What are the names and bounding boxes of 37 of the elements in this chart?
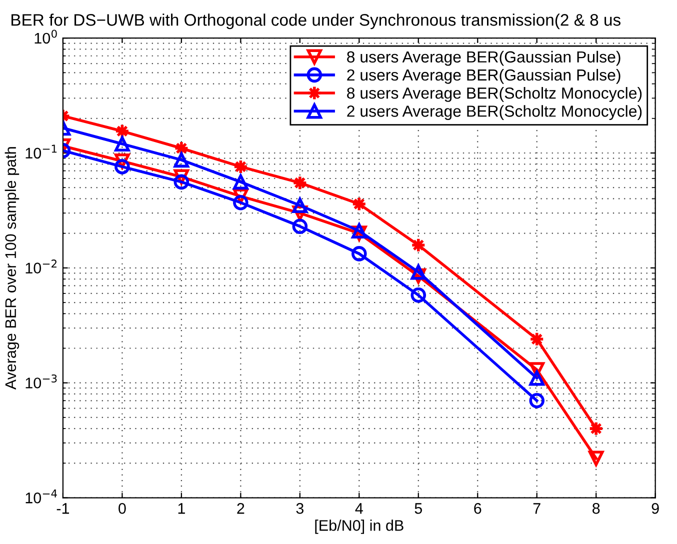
x-tick-label: 6 (474, 503, 482, 514)
x-tick-label: 5 (414, 503, 422, 514)
point (292, 198, 308, 214)
x-tick-label: 3 (296, 503, 304, 514)
legend-label: 2 users Average BER(Scholtz Monocycle) (347, 105, 642, 120)
legend-label: 2 users Average BER(Gaussian Pulse) (347, 68, 620, 84)
point (410, 264, 426, 280)
x-tick-label: 8 (592, 503, 600, 514)
x-tick-label: 7 (533, 503, 540, 514)
y-tick-label: 10$^{−3}$ (26, 374, 57, 388)
point (233, 194, 248, 210)
x-tick-label: 0 (118, 503, 126, 514)
y-axis-title: Average BER over 100 sample path (4, 147, 20, 390)
x-tick-label: 4 (355, 503, 363, 514)
point (410, 287, 426, 303)
point (233, 174, 248, 190)
y-tick-label: 10$^{0}$ (34, 30, 57, 44)
chart-title: BER for DS−UWB with Orthogonal code under Synchronous transmission(2 & 8 us (12, 14, 620, 30)
x-axis-title: [Eb/N0] in dB (315, 520, 404, 534)
x-tick-label: 9 (652, 503, 659, 514)
legend-label: 8 users Average BER(Scholtz Monocycle) (347, 87, 642, 102)
point (529, 370, 544, 386)
point (352, 246, 367, 262)
x-tick-label: 2 (237, 503, 244, 514)
point (174, 152, 190, 168)
x-tick-label: -1 (56, 503, 70, 514)
point (114, 136, 130, 152)
point (174, 174, 190, 190)
point (588, 450, 604, 466)
legend-label: 8 users Average BER(Gaussian Pulse) (347, 50, 620, 66)
x-tick-label: 1 (178, 503, 185, 514)
y-tick-label: 10$^{−1}$ (26, 144, 57, 159)
y-tick-label: 10$^{−2}$ (26, 260, 56, 274)
point (292, 218, 308, 234)
point (114, 159, 130, 174)
y-tick-label: 10$^{−4}$ (26, 490, 57, 504)
point (529, 393, 544, 408)
